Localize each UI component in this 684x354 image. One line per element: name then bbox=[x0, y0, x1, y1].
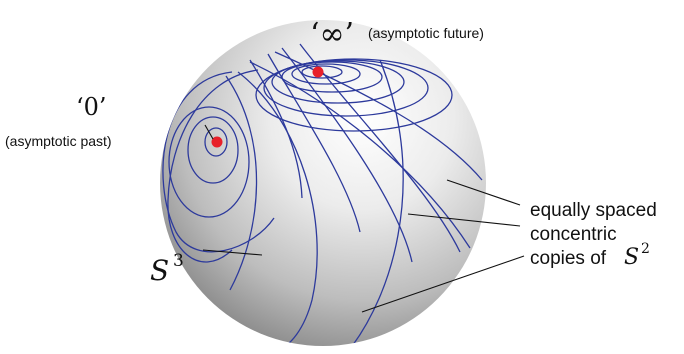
contour-sweep bbox=[225, 75, 258, 291]
contour-arc bbox=[162, 71, 275, 253]
contour-ring bbox=[168, 106, 250, 218]
contour-sweep bbox=[267, 53, 361, 233]
contour-ring bbox=[187, 116, 239, 184]
contour-curves bbox=[162, 43, 483, 346]
annotation-line1: equally spaced bbox=[530, 200, 657, 221]
contour-sweep bbox=[274, 51, 483, 181]
contour-sweep bbox=[281, 47, 413, 263]
contour-arc bbox=[167, 69, 259, 263]
infinity-label: ‘∞’ bbox=[310, 17, 354, 52]
sphere3-exponent: 3 bbox=[173, 251, 184, 271]
past-label: (asymptotic past) bbox=[5, 133, 112, 149]
contour-sweep bbox=[349, 59, 404, 346]
leader-s2-1 bbox=[446, 179, 521, 206]
contour-sweep bbox=[237, 71, 318, 346]
sphere2-label: S bbox=[624, 245, 639, 270]
annotation-line3: copies of bbox=[530, 248, 607, 269]
contour-ring bbox=[255, 58, 453, 132]
sphere2-exponent: 2 bbox=[641, 241, 650, 257]
annotation-line2: concentric bbox=[530, 224, 617, 245]
leader-s2-3 bbox=[361, 255, 525, 313]
sphere3-label: S bbox=[150, 254, 169, 287]
zero-label: ‘0’ bbox=[76, 93, 107, 121]
leader-zero bbox=[204, 124, 214, 140]
contour-ring bbox=[271, 60, 405, 104]
zero-marker bbox=[211, 136, 223, 148]
leader-lines bbox=[202, 124, 525, 313]
leader-s3 bbox=[202, 249, 263, 256]
future-label: (asymptotic future) bbox=[368, 25, 484, 41]
contour-ring bbox=[263, 59, 429, 117]
contour-ring bbox=[301, 65, 343, 79]
infinity-marker bbox=[312, 66, 324, 78]
contour-ring bbox=[204, 127, 228, 157]
contour-ring bbox=[291, 63, 361, 85]
leader-s2-2 bbox=[407, 213, 521, 227]
